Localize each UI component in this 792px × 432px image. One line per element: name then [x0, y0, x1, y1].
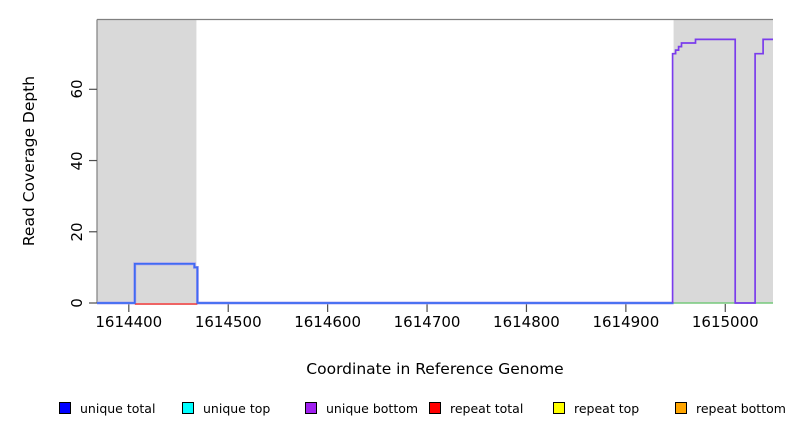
- legend-item-repeat-total: repeat total: [429, 400, 523, 416]
- legend-swatch-icon: [305, 402, 317, 414]
- x-tick-label: 1614500: [194, 313, 262, 331]
- y-tick-label: 60: [68, 79, 86, 99]
- curve-unique-total: [97, 262, 674, 304]
- legend-swatch-icon: [182, 402, 194, 414]
- x-tick-label: 1615000: [691, 313, 759, 331]
- legend-label: repeat total: [450, 400, 524, 416]
- legend-label: unique bottom: [326, 400, 419, 416]
- highlight-region: [673, 19, 773, 303]
- legend-item-repeat-top: repeat top: [553, 400, 639, 416]
- legend-item-repeat-bottom: repeat bottom: [675, 400, 786, 416]
- legend-swatch-icon: [59, 402, 71, 414]
- legend-swatch-icon: [553, 402, 565, 414]
- curve-unique-bottom: [671, 38, 773, 304]
- y-axis-title: Read Coverage Depth: [20, 75, 38, 247]
- x-tick-label: 1614400: [95, 313, 163, 331]
- legend-label: unique total: [80, 400, 156, 416]
- y-tick-label: 40: [68, 150, 86, 171]
- x-axis-title: Coordinate in Reference Genome: [306, 360, 564, 378]
- y-tick-label: 20: [68, 222, 86, 242]
- legend-swatch-icon: [429, 402, 441, 414]
- x-tick-label: 1614800: [493, 313, 560, 331]
- legend-item-unique-bottom: unique bottom: [305, 400, 418, 416]
- legend-label: repeat bottom: [696, 400, 786, 416]
- legend-item-unique-total: unique total: [59, 400, 155, 416]
- y-tick-label: 0: [68, 298, 86, 308]
- x-tick-label: 1614700: [393, 313, 461, 331]
- legend-label: repeat top: [574, 400, 640, 416]
- x-tick-label: 1614900: [592, 313, 660, 331]
- legend-swatch-icon: [675, 402, 687, 414]
- legend-label: unique top: [203, 400, 271, 416]
- legend-item-unique-top: unique top: [182, 400, 270, 416]
- x-tick-label: 1614600: [294, 313, 362, 331]
- highlight-region: [97, 19, 197, 303]
